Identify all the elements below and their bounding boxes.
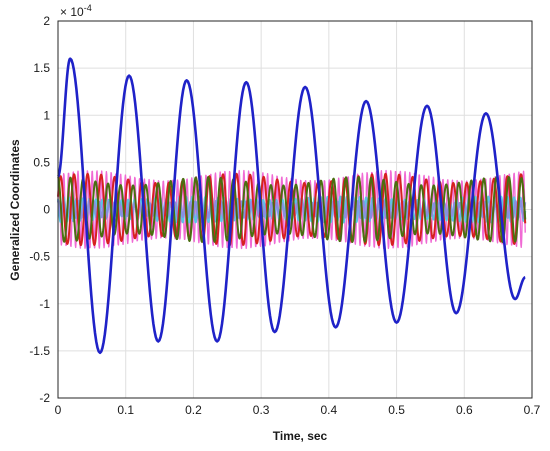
y-tick-label: 0 (43, 203, 50, 217)
x-tick-label: 0.2 (185, 403, 202, 417)
y-tick-label: 2 (43, 14, 50, 28)
y-tick-label: 0.5 (33, 155, 50, 169)
tick-labels: 0 0.1 0.2 0.3 0.4 0.5 0.6 0.7 -2 -1.5 -1 -0.5 0 0.5 1 1… (29, 14, 540, 417)
plot-frame (57, 20, 533, 399)
y-tick-label: -2 (39, 391, 50, 405)
series-line-3 (57, 176, 527, 243)
y-tick-label: -1.5 (29, 344, 50, 358)
x-tick-label: 0.3 (253, 403, 270, 417)
y-exponent-label: × 10-4 (60, 3, 92, 19)
x-tick-label: 0.1 (117, 403, 134, 417)
x-axis-label: Time, sec (273, 429, 328, 443)
y-axis-label: Generalized Coordinates (8, 139, 22, 281)
x-tick-label: 0.7 (524, 403, 541, 417)
series-line-1 (57, 57, 527, 355)
y-tick-label: 1 (43, 108, 50, 122)
series-group (57, 57, 527, 355)
y-tick-label: 1.5 (33, 61, 50, 75)
x-tick-label: 0.5 (388, 403, 405, 417)
x-tick-label: 0.4 (321, 403, 338, 417)
x-tick-label: 0.6 (456, 403, 473, 417)
y-tick-label: -0.5 (29, 250, 50, 264)
x-tick-label: 0 (55, 403, 62, 417)
y-tick-label: -1 (39, 297, 50, 311)
